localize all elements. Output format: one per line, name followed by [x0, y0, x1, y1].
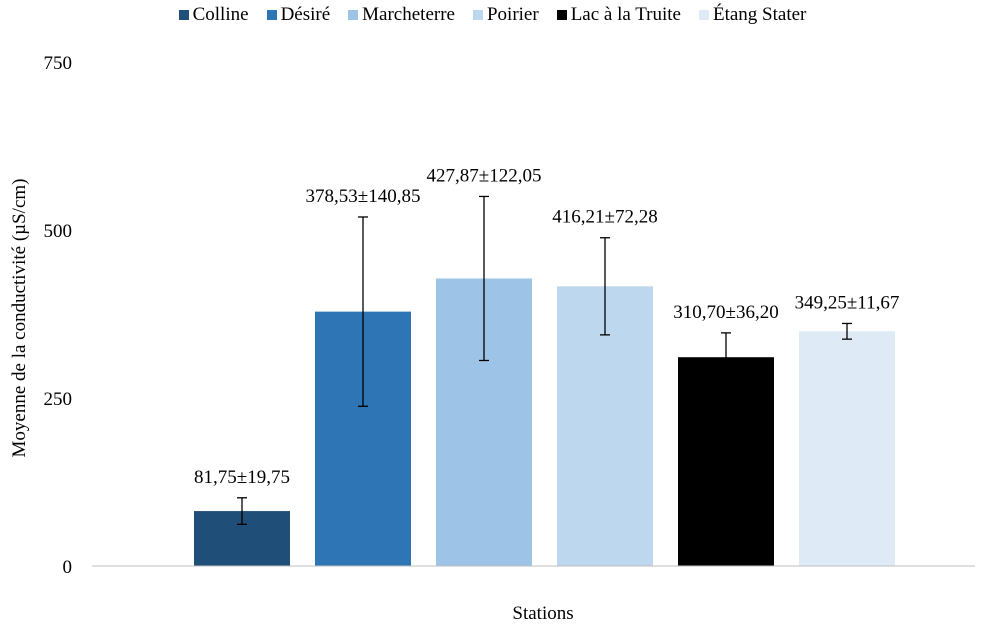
legend-item-etang-stater: Étang Stater: [698, 4, 807, 26]
data-label: 349,25±11,67: [795, 292, 900, 313]
legend-swatch-desire: [266, 10, 277, 20]
legend-label-lac-a-la-truite: Lac à la Truite: [570, 4, 681, 25]
legend-item-desire: Désiré: [266, 4, 331, 26]
legend-swatch-etang-stater: [698, 10, 709, 20]
legend: Colline Désiré Marcheterre Poirier Lac à…: [0, 4, 985, 26]
data-label: 427,87±122,05: [427, 165, 542, 186]
data-label: 378,53±140,85: [306, 186, 421, 207]
data-label: 416,21±72,28: [552, 207, 657, 228]
y-tick-label: 0: [63, 557, 73, 578]
bar: [799, 331, 895, 566]
legend-item-poirier: Poirier: [472, 4, 539, 26]
y-tick-label: 500: [44, 221, 73, 242]
legend-swatch-marcheterre: [348, 10, 359, 20]
x-axis-title: Stations: [512, 603, 574, 624]
legend-label-poirier: Poirier: [486, 4, 539, 25]
legend-item-marcheterre: Marcheterre: [348, 4, 455, 26]
data-label: 310,70±36,20: [673, 302, 778, 323]
y-tick-label: 750: [44, 53, 73, 74]
legend-swatch-poirier: [472, 10, 483, 20]
legend-swatch-colline: [178, 10, 189, 20]
bar: [678, 357, 774, 566]
legend-item-colline: Colline: [178, 4, 249, 26]
data-label: 81,75±19,75: [194, 467, 290, 488]
legend-swatch-lac-a-la-truite: [556, 10, 567, 20]
legend-label-desire: Désiré: [280, 4, 331, 25]
legend-item-lac-a-la-truite: Lac à la Truite: [556, 4, 681, 26]
legend-label-colline: Colline: [192, 4, 249, 25]
legend-label-etang-stater: Étang Stater: [712, 4, 807, 25]
y-tick-label: 250: [44, 389, 73, 410]
legend-label-marcheterre: Marcheterre: [362, 4, 455, 25]
y-axis-title: Moyenne de la conductivité (µS/cm): [9, 178, 30, 458]
